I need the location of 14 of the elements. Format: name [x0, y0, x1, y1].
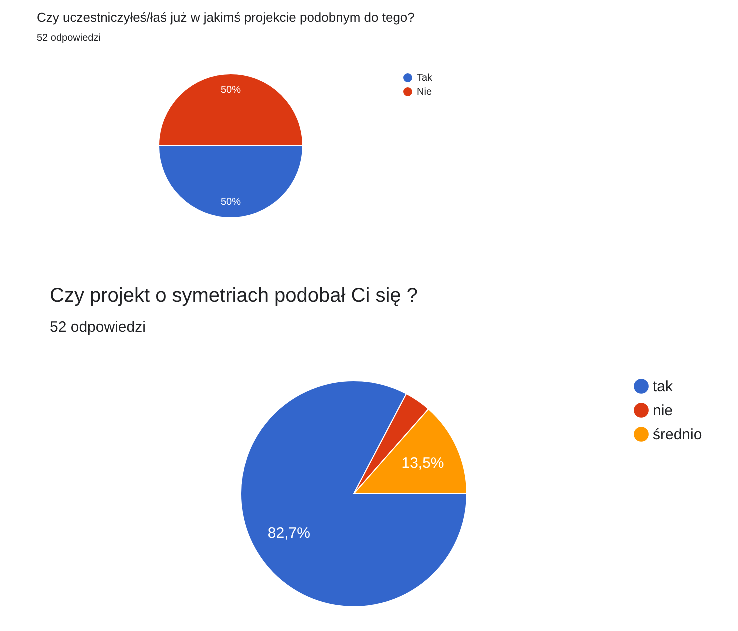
- data-label: 50%: [220, 197, 242, 208]
- legend-label: Nie: [417, 87, 432, 98]
- text: 52 odpowiedzi: [37, 33, 101, 44]
- legend-label: średnio: [653, 426, 702, 444]
- data-label: 50%: [220, 84, 242, 96]
- data-label: 82,7%: [268, 525, 310, 542]
- text: 52 odpowiedzi: [50, 319, 146, 336]
- legend-label: Tak: [417, 73, 434, 84]
- legend-label: tak: [653, 378, 674, 396]
- pie-slice: [240, 380, 468, 608]
- chart-title: Czy uczestniczyłeś/łaś już w jakimś projekcie podobnym do tego?: [37, 10, 415, 25]
- chart-title: Czy projekt o symetriach podobał Ci się ?: [50, 285, 418, 307]
- legend-label: nie: [653, 402, 674, 420]
- data-label: 13,5%: [402, 454, 444, 472]
